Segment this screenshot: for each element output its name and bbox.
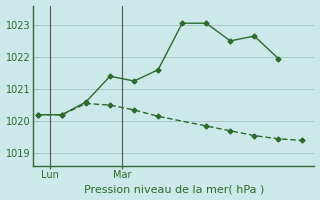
X-axis label: Pression niveau de la mer( hPa ): Pression niveau de la mer( hPa ) [84,184,264,194]
